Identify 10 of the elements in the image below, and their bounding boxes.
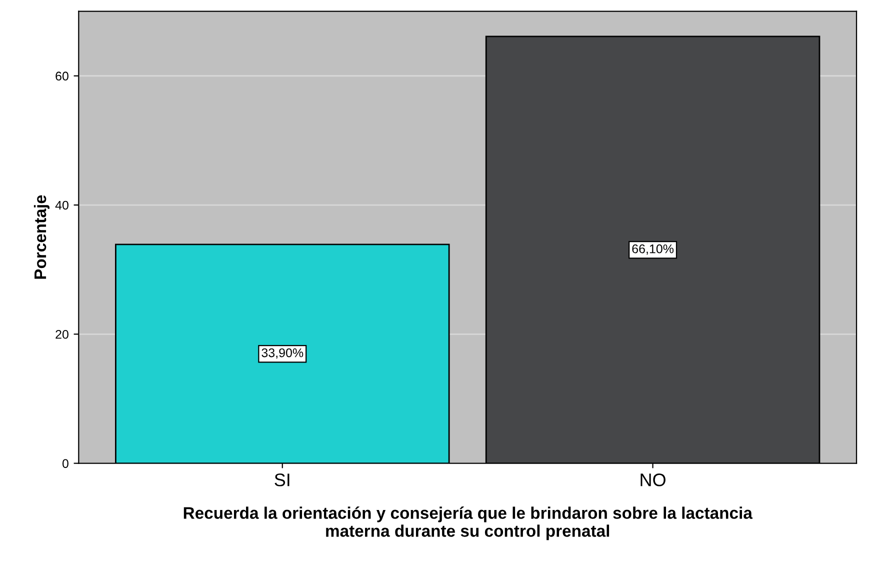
- y-tick-label: 20: [56, 330, 68, 339]
- data-label: 66,10%: [632, 244, 674, 255]
- y-axis-title: Porcentaje: [34, 195, 50, 279]
- y-tick-label: 60: [56, 72, 68, 81]
- x-tick-label: SI: [274, 474, 290, 486]
- x-tick-label: NO: [640, 474, 666, 486]
- y-tick-label: 40: [55, 200, 68, 210]
- x-axis-title: Recuerda la orientación y consejería que le brindaron sobre la lactancia materna durante su control prenatal: [184, 506, 753, 540]
- y-tick-label: 0: [62, 459, 68, 468]
- data-label: 33,90%: [262, 348, 304, 359]
